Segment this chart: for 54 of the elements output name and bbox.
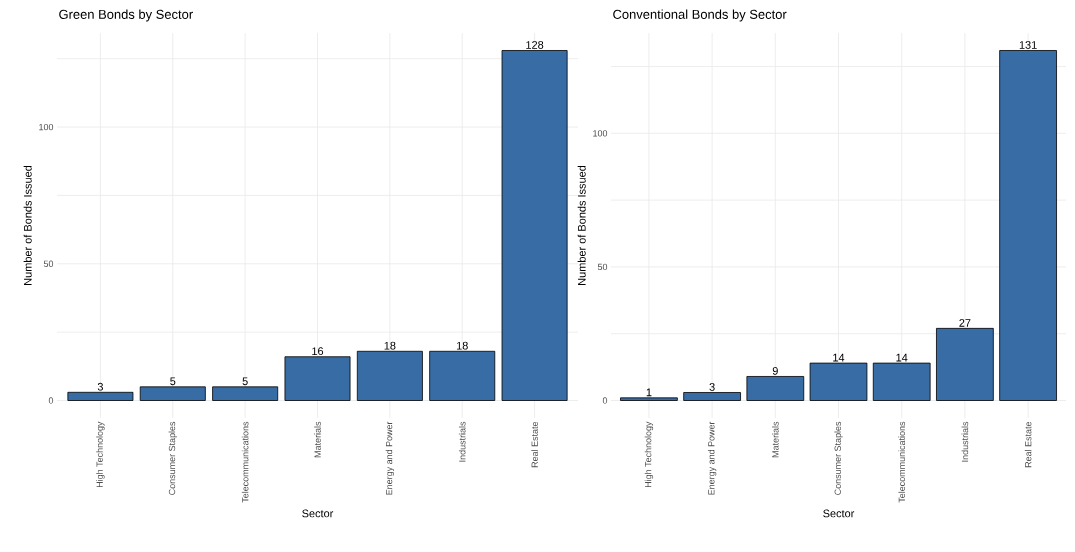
x-axis-title: Sector	[823, 509, 855, 518]
data-label: 3	[97, 382, 103, 391]
chart-title: Green Bonds by Sector	[59, 9, 193, 22]
x-tick-label: Real Estate	[531, 421, 538, 468]
data-label: 5	[242, 377, 248, 386]
y-tick-label: 100	[593, 130, 608, 137]
bar	[429, 350, 496, 401]
y-axis-title: Number of Bonds Issued	[577, 165, 586, 285]
x-tick-label: Materials	[314, 421, 321, 458]
x-tick-label: Telecommunications	[241, 421, 249, 503]
data-label: 5	[170, 377, 176, 386]
chart-title: Conventional Bonds by Sector	[613, 9, 787, 22]
bar	[872, 362, 931, 401]
x-tick-label: Industrials	[961, 421, 969, 462]
x-tick-label: Energy and Power	[385, 421, 395, 495]
bar	[356, 350, 423, 401]
x-tick-label: Materials	[772, 421, 779, 458]
y-tick-label: 100	[39, 123, 54, 131]
bar	[620, 397, 678, 401]
y-tick-label: 0	[602, 397, 608, 404]
bar	[284, 356, 351, 401]
bar	[501, 50, 568, 401]
data-label: 3	[709, 383, 715, 391]
data-label: 27	[959, 319, 971, 327]
x-tick-label: High Technology	[96, 421, 105, 488]
y-tick-label: 50	[597, 263, 608, 271]
x-tick-label: Industrials	[458, 421, 466, 462]
x-axis-title: Sector	[302, 509, 334, 518]
data-label: 1	[646, 388, 652, 397]
data-label: 14	[833, 353, 845, 362]
x-tick-label: Consumer Staples	[168, 421, 177, 495]
bar	[212, 386, 279, 401]
bar	[67, 391, 134, 401]
data-label: 131	[1019, 41, 1037, 49]
data-label: 9	[772, 367, 778, 375]
data-label: 14	[896, 353, 908, 362]
x-tick-label: Telecommunications	[898, 421, 905, 503]
x-tick-label: High Technology	[644, 421, 654, 488]
data-label: 18	[384, 341, 396, 350]
x-tick-label: Real Estate	[1024, 421, 1032, 468]
bar	[746, 376, 805, 401]
y-tick-label: 50	[43, 260, 54, 267]
y-tick-label: 0	[48, 397, 54, 404]
bar	[999, 50, 1057, 401]
bar	[683, 392, 741, 401]
data-label: 16	[312, 347, 324, 356]
x-tick-label: Energy and Power	[707, 421, 717, 495]
bar	[139, 386, 206, 401]
bar	[809, 362, 868, 401]
bar	[936, 327, 994, 401]
data-label: 128	[526, 41, 544, 49]
x-tick-label: Consumer Staples	[834, 421, 843, 495]
y-axis-title: Number of Bonds Issued	[23, 165, 32, 285]
data-label: 18	[456, 341, 468, 350]
